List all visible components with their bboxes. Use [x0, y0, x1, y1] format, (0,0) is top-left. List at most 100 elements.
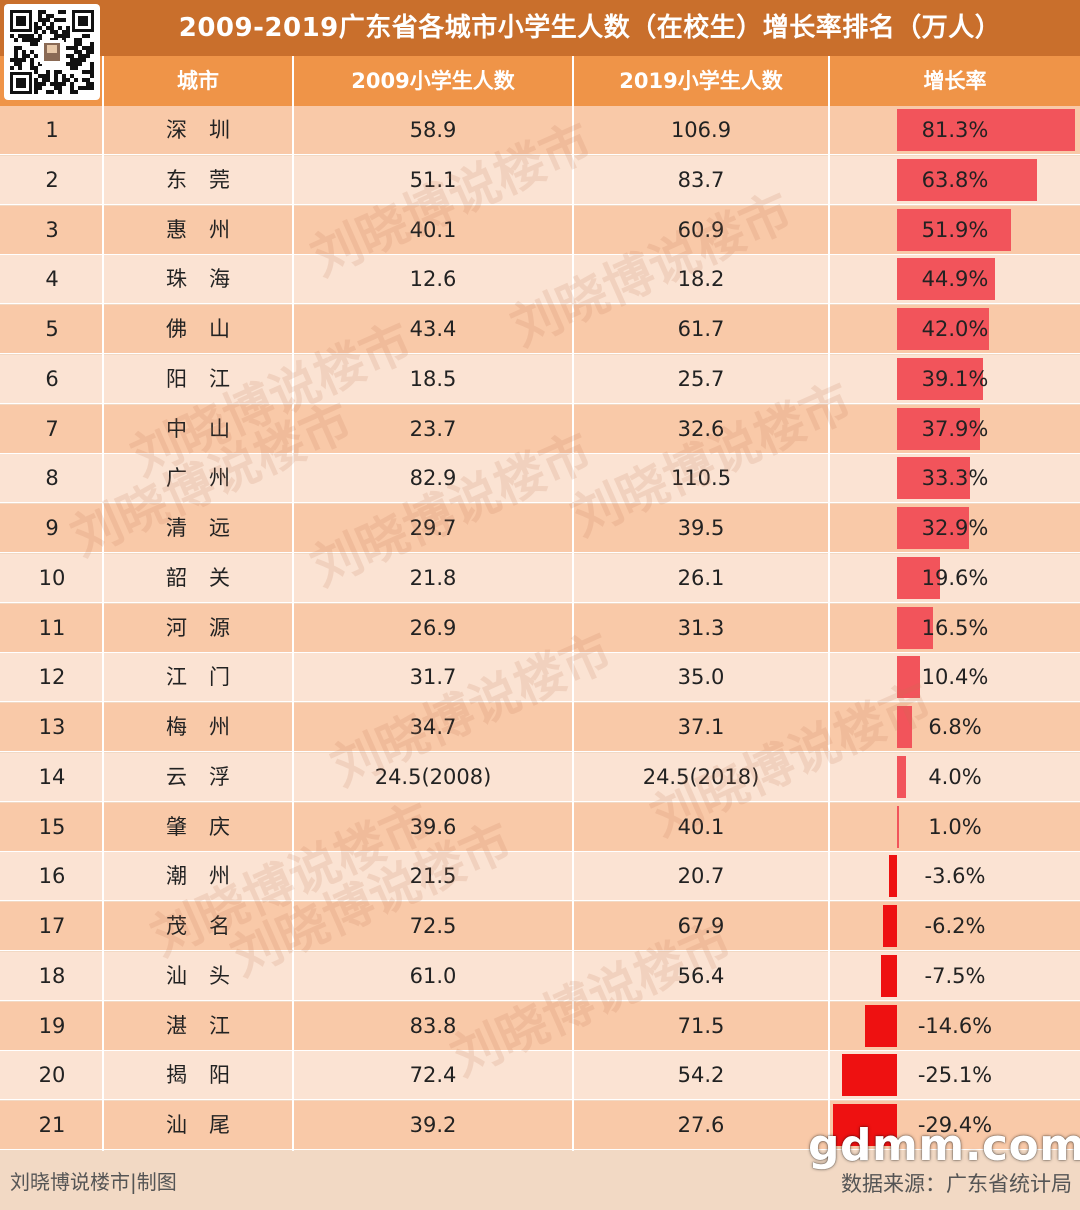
growth-bar [832, 1104, 897, 1147]
source-text: 数据来源：广东省统计局 [841, 1172, 1072, 1196]
growth-cell: -25.1% [917, 1063, 993, 1088]
header-growth: 增长率 [923, 69, 987, 93]
value-2019-cell: 54.2 [677, 1063, 725, 1088]
growth-bar [897, 755, 906, 798]
header-2019: 2019小学生人数 [619, 69, 783, 93]
growth-cell: 63.8% [921, 167, 989, 192]
rank-cell: 2 [45, 167, 59, 192]
growth-bar [897, 507, 970, 550]
rank-cell: 11 [38, 615, 66, 640]
value-2009-cell: 39.6 [409, 814, 457, 839]
city-cell: 清远 [166, 516, 252, 541]
growth-cell: 6.8% [928, 715, 982, 740]
city-cell: 江门 [166, 665, 252, 690]
growth-bar [897, 656, 920, 699]
credit-text: 刘晓博说楼市|制图 [10, 1170, 177, 1194]
value-2009-cell: 72.5 [409, 914, 457, 939]
value-2009-cell: 31.7 [409, 665, 457, 690]
growth-bar [897, 606, 934, 649]
city-cell: 揭阳 [166, 1063, 252, 1088]
growth-bar [897, 158, 1037, 201]
city-cell: 东莞 [166, 167, 252, 192]
growth-cell: 42.0% [921, 317, 989, 342]
value-2019-cell: 27.6 [677, 1113, 725, 1138]
city-cell: 肇庆 [166, 814, 252, 839]
city-cell: 深圳 [166, 118, 252, 142]
table-row: 19 湛江 83.8 71.5 -14.6% [0, 1001, 1080, 1051]
growth-cell: 1.0% [928, 814, 982, 839]
city-cell: 广州 [166, 466, 252, 491]
value-2009-cell: 39.2 [409, 1113, 457, 1138]
city-cell: 阳江 [166, 366, 252, 391]
value-2009-cell: 34.7 [409, 715, 457, 740]
table-row: 1 深圳 58.9 106.9 81.3% [0, 106, 1080, 155]
value-2019-cell: 39.5 [677, 516, 725, 541]
footer [0, 1151, 1080, 1210]
value-2019-cell: 20.7 [677, 864, 725, 889]
growth-cell: -7.5% [924, 963, 986, 988]
table-row: 2 东莞 51.1 83.7 63.8% [0, 155, 1080, 205]
data-table: 1 深圳 58.9 106.9 81.3% 2 东莞 51.1 83.7 63.8% 3 惠州 40.1… [0, 106, 1080, 1151]
growth-cell: 33.3% [921, 466, 989, 491]
city-cell: 佛山 [166, 317, 252, 342]
growth-bar [897, 805, 900, 848]
value-2019-cell: 37.1 [677, 715, 725, 740]
table-row: 17 茂名 72.5 67.9 -6.2% [0, 902, 1080, 952]
city-cell: 中山 [166, 416, 252, 441]
growth-cell: -3.6% [924, 864, 986, 889]
growth-bar [897, 706, 912, 749]
city-cell: 惠州 [166, 217, 252, 242]
value-2009-cell: 21.5 [409, 864, 457, 889]
site-watermark: gdmm.com [808, 1120, 1080, 1171]
qr-code-icon [4, 4, 100, 100]
city-cell: 云浮 [166, 764, 252, 789]
header-city: 城市 [177, 69, 219, 93]
city-cell: 汕尾 [166, 1113, 252, 1138]
value-2019-cell: 18.2 [677, 267, 725, 292]
column-divider [292, 56, 294, 1151]
table-header: 城市 2009小学生人数 2019小学生人数 增长率 [0, 56, 1080, 106]
value-2009-cell: 82.9 [409, 466, 457, 491]
rank-cell: 4 [45, 267, 59, 292]
value-2009-cell: 83.8 [409, 1013, 457, 1038]
growth-cell: 16.5% [921, 615, 989, 640]
value-2019-cell: 56.4 [677, 963, 725, 988]
value-2019-cell: 71.5 [677, 1013, 725, 1038]
value-2009-cell: 51.1 [409, 167, 457, 192]
rank-cell: 6 [45, 366, 59, 391]
value-2009-cell: 61.0 [409, 963, 457, 988]
table-row: 20 揭阳 72.4 54.2 -25.1% [0, 1051, 1080, 1101]
value-2009-cell: 72.4 [409, 1063, 457, 1088]
rank-cell: 17 [38, 914, 66, 939]
city-cell: 湛江 [166, 1013, 252, 1038]
table-row: 5 佛山 43.4 61.7 42.0% [0, 305, 1080, 355]
rank-cell: 20 [38, 1063, 66, 1088]
value-2009-cell: 12.6 [409, 267, 457, 292]
value-2019-cell: 24.5(2018) [642, 764, 760, 789]
column-divider [828, 56, 830, 1151]
growth-bar [897, 556, 940, 599]
table-row: 12 江门 31.7 35.0 10.4% [0, 653, 1080, 703]
value-2019-cell: 25.7 [677, 366, 725, 391]
growth-bar [897, 308, 989, 351]
rank-cell: 9 [45, 516, 59, 541]
growth-bar [889, 855, 897, 898]
column-divider [102, 56, 104, 1151]
value-2019-cell: 106.9 [670, 118, 732, 142]
value-2019-cell: 61.7 [677, 317, 725, 342]
growth-cell: -6.2% [924, 914, 986, 939]
rank-cell: 5 [45, 317, 59, 342]
city-cell: 汕头 [166, 963, 252, 988]
growth-cell: 51.9% [921, 217, 989, 242]
column-divider [572, 56, 574, 1151]
growth-cell: 19.6% [921, 565, 989, 590]
table-row: 15 肇庆 39.6 40.1 1.0% [0, 802, 1080, 852]
rank-cell: 7 [45, 416, 59, 441]
growth-bar [897, 357, 983, 400]
value-2009-cell: 40.1 [409, 217, 457, 242]
city-cell: 珠海 [166, 267, 252, 292]
growth-bar [880, 954, 897, 997]
growth-cell: -29.4% [917, 1113, 993, 1138]
table-row: 8 广州 82.9 110.5 33.3% [0, 454, 1080, 504]
table-row: 18 汕头 61.0 56.4 -7.5% [0, 951, 1080, 1001]
